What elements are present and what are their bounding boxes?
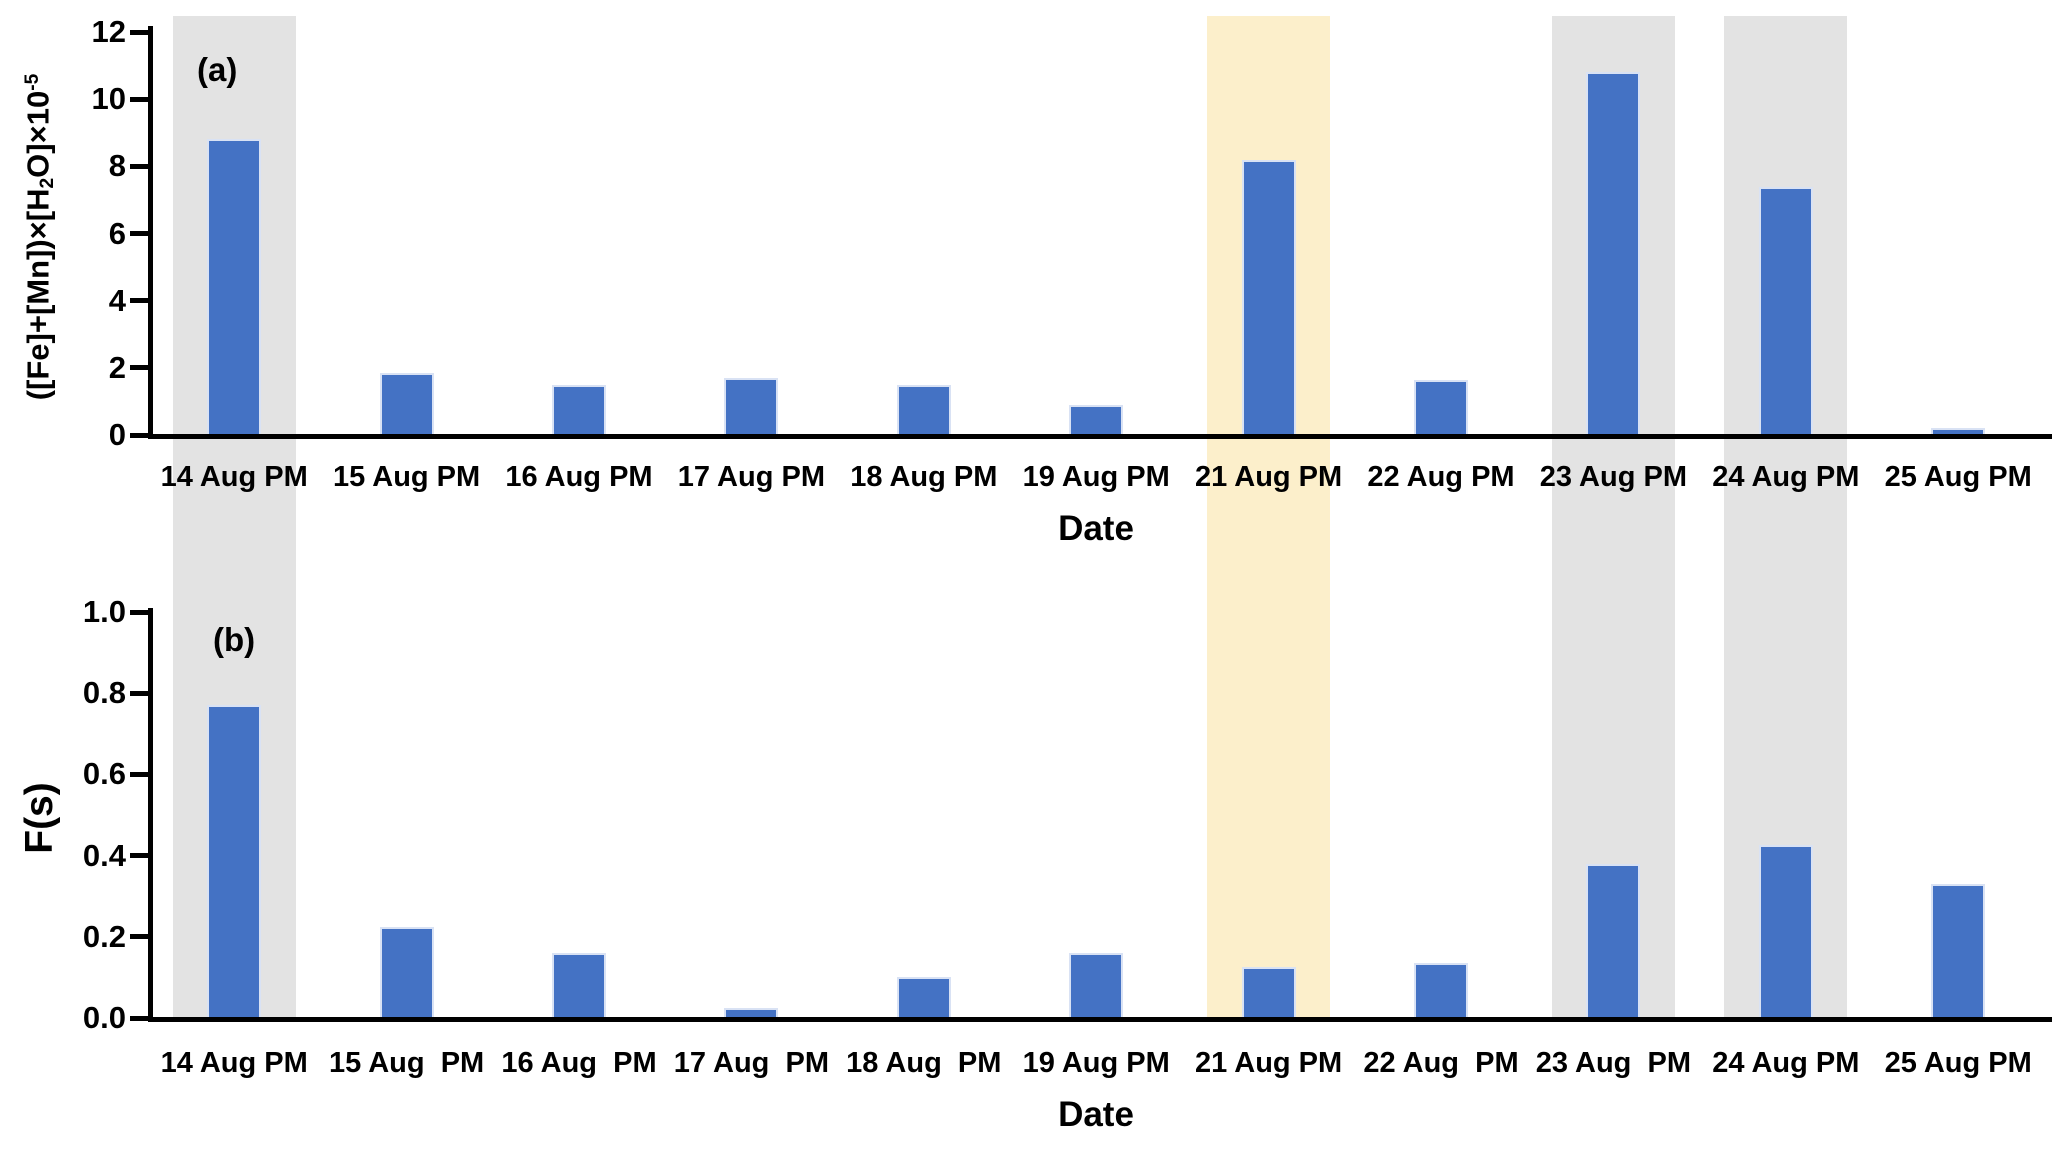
y-tick-a-2 — [130, 365, 150, 371]
x-tick-label-b-24-aug-pm: 24 Aug PM — [1712, 1047, 1860, 1079]
x-tick-label-b-25-aug-pm: 25 Aug PM — [1884, 1047, 2032, 1079]
y-tick-a-12 — [130, 29, 150, 35]
bar-a-15-aug-pm — [379, 372, 434, 435]
bar-b-16-aug-pm — [552, 953, 606, 1018]
y-tick-b-0.6 — [130, 771, 150, 777]
y-tick-label-b-1.0: 1.0 — [82, 594, 126, 629]
panel-a-y-axis-title-part: -5 — [22, 73, 43, 91]
bar-b-15-aug-pm — [379, 926, 434, 1018]
bar-b-23-aug-pm — [1586, 863, 1641, 1018]
panel-b-x-axis-title: Date — [1058, 1095, 1134, 1134]
bar-b-19-aug-pm — [1069, 953, 1124, 1018]
x-tick-label-a-15-aug-pm: 15 Aug PM — [333, 461, 481, 493]
bar-a-14-aug-pm — [207, 139, 262, 435]
bar-a-16-aug-pm — [552, 384, 606, 435]
panel-b-label: (b) — [213, 621, 256, 658]
y-tick-label-a-12: 12 — [91, 14, 126, 50]
x-tick-label-b-18-aug-pm: 18 Aug PM — [846, 1047, 1002, 1079]
y-tick-label-a-2: 2 — [108, 349, 126, 385]
bar-a-25-aug-pm — [1931, 428, 1986, 435]
x-tick-label-a-16-aug-pm: 16 Aug PM — [505, 461, 653, 493]
panel-a-y-axis-title-part: ([Fe]+[Mn])×[H — [20, 188, 56, 401]
x-axis-line-a — [148, 434, 2052, 439]
x-axis-line-b — [148, 1017, 2052, 1022]
y-tick-label-b-0.2: 0.2 — [82, 918, 126, 954]
panel-a-y-axis-title: ([Fe]+[Mn])×[H2O]×10-5 — [13, 0, 58, 477]
y-tick-label-b-0.4: 0.4 — [82, 837, 126, 873]
panel-b-y-axis-title: F(s) — [18, 782, 61, 854]
y-tick-b-1.0 — [130, 609, 150, 615]
x-tick-label-a-18-aug-pm: 18 Aug PM — [850, 461, 998, 493]
y-axis-line-a — [148, 26, 153, 439]
bar-b-18-aug-pm — [896, 977, 951, 1018]
bar-a-21-aug-pm — [1241, 159, 1296, 435]
x-tick-label-b-17-aug-pm: 17 Aug PM — [673, 1047, 830, 1079]
bar-a-24-aug-pm — [1758, 186, 1813, 435]
bar-a-18-aug-pm — [896, 384, 951, 435]
y-tick-a-0 — [130, 432, 150, 438]
x-tick-label-a-24-aug-pm: 24 Aug PM — [1712, 461, 1860, 493]
x-tick-label-a-23-aug-pm: 23 Aug PM — [1539, 461, 1687, 493]
panel-a-x-axis-title: Date — [1058, 509, 1134, 548]
x-tick-label-b-15-aug-pm: 15 Aug PM — [328, 1047, 485, 1079]
y-tick-a-10 — [130, 96, 150, 102]
x-tick-label-b-22-aug-pm: 22 Aug PM — [1363, 1047, 1519, 1079]
y-tick-label-a-0: 0 — [108, 417, 126, 452]
y-tick-label-a-6: 6 — [108, 215, 126, 251]
y-tick-b-0.8 — [130, 690, 150, 696]
y-tick-label-b-0.8: 0.8 — [82, 675, 126, 711]
bar-b-17-aug-pm — [724, 1007, 779, 1018]
y-tick-label-a-10: 10 — [91, 81, 126, 117]
x-tick-label-a-22-aug-pm: 22 Aug PM — [1367, 461, 1515, 493]
x-tick-label-a-14-aug-pm: 14 Aug PM — [160, 461, 308, 493]
x-tick-label-b-16-aug-pm: 16 Aug PM — [501, 1047, 657, 1079]
y-axis-line-b — [148, 608, 153, 1022]
x-tick-label-a-19-aug-pm: 19 Aug PM — [1022, 461, 1170, 493]
y-tick-label-a-8: 8 — [108, 148, 126, 184]
x-tick-label-a-21-aug-pm: 21 Aug PM — [1195, 461, 1343, 493]
x-tick-label-b-19-aug-pm: 19 Aug PM — [1022, 1047, 1170, 1079]
y-tick-b-0.0 — [130, 1015, 150, 1021]
panel-a-y-axis-title-part: O]×10 — [20, 90, 56, 178]
y-tick-b-0.4 — [130, 853, 150, 859]
y-tick-a-8 — [130, 163, 150, 169]
panel-a-label: (a) — [197, 51, 238, 88]
x-tick-label-b-14-aug-pm: 14 Aug PM — [160, 1047, 308, 1079]
y-tick-label-a-4: 4 — [108, 282, 126, 318]
y-tick-label-b-0.0: 0.0 — [82, 1000, 126, 1035]
panel-a-y-axis-title-part: 2 — [36, 177, 58, 189]
bar-a-22-aug-pm — [1414, 379, 1468, 435]
bar-b-14-aug-pm — [207, 705, 262, 1018]
x-tick-label-a-17-aug-pm: 17 Aug PM — [677, 461, 825, 493]
bar-b-25-aug-pm — [1931, 884, 1986, 1018]
x-tick-label-b-23-aug-pm: 23 Aug PM — [1535, 1047, 1692, 1079]
y-tick-label-b-0.6: 0.6 — [82, 756, 126, 792]
bar-a-19-aug-pm — [1069, 404, 1124, 435]
y-tick-a-6 — [130, 231, 150, 237]
bar-a-17-aug-pm — [724, 377, 779, 435]
bar-a-23-aug-pm — [1586, 72, 1641, 435]
y-tick-a-4 — [130, 298, 150, 304]
x-tick-label-a-25-aug-pm: 25 Aug PM — [1884, 461, 2032, 493]
y-tick-b-0.2 — [130, 934, 150, 940]
bar-b-22-aug-pm — [1414, 963, 1468, 1018]
bar-b-21-aug-pm — [1241, 967, 1296, 1018]
bar-b-24-aug-pm — [1758, 845, 1813, 1018]
x-tick-label-b-21-aug-pm: 21 Aug PM — [1195, 1047, 1343, 1079]
